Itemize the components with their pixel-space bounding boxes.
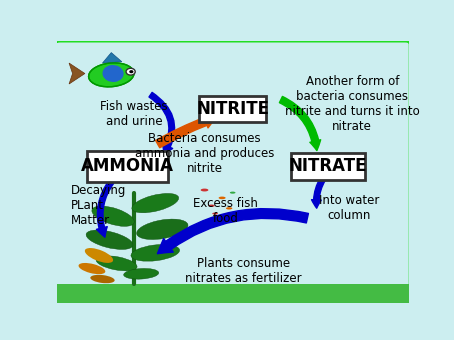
Text: NITRATE: NITRATE [288,157,367,175]
Circle shape [129,70,133,73]
Text: Excess fish
food: Excess fish food [193,197,258,225]
Ellipse shape [92,206,134,226]
Polygon shape [69,63,85,84]
FancyBboxPatch shape [291,153,365,180]
Ellipse shape [201,189,208,191]
Ellipse shape [86,230,133,250]
Text: Plants consume
nitrates as fertilizer: Plants consume nitrates as fertilizer [185,257,301,285]
FancyArrowPatch shape [279,97,321,151]
Ellipse shape [90,275,115,283]
Text: AMMONIA: AMMONIA [81,157,173,175]
Ellipse shape [79,263,105,274]
FancyArrowPatch shape [311,178,325,208]
FancyBboxPatch shape [199,96,266,122]
FancyArrowPatch shape [96,180,114,237]
Ellipse shape [103,65,123,82]
Ellipse shape [208,205,215,207]
Ellipse shape [137,219,188,239]
Ellipse shape [226,207,232,209]
FancyBboxPatch shape [57,284,409,303]
FancyBboxPatch shape [50,36,416,305]
Ellipse shape [131,244,180,261]
Text: Into water
column: Into water column [319,194,379,222]
Polygon shape [103,53,122,63]
Ellipse shape [85,248,113,263]
FancyBboxPatch shape [87,151,168,182]
FancyArrowPatch shape [156,115,216,148]
Text: Bacteria consumes
ammonia and produces
nitrite: Bacteria consumes ammonia and produces n… [135,132,274,175]
Ellipse shape [212,212,218,215]
Ellipse shape [132,193,179,213]
Ellipse shape [219,197,226,199]
Text: NITRITE: NITRITE [196,100,269,118]
Text: Another form of
bacteria consumes
nitrite and turns it into
nitrate: Another form of bacteria consumes nitrit… [285,75,419,133]
Ellipse shape [96,256,137,271]
Ellipse shape [123,269,159,279]
FancyArrowPatch shape [149,92,175,154]
Text: Decaying
PLant
Matter: Decaying PLant Matter [71,184,126,227]
Circle shape [126,68,135,75]
Text: Fish wastes
and urine: Fish wastes and urine [100,100,168,128]
Ellipse shape [89,63,134,87]
FancyArrowPatch shape [158,208,308,254]
Ellipse shape [230,192,236,194]
